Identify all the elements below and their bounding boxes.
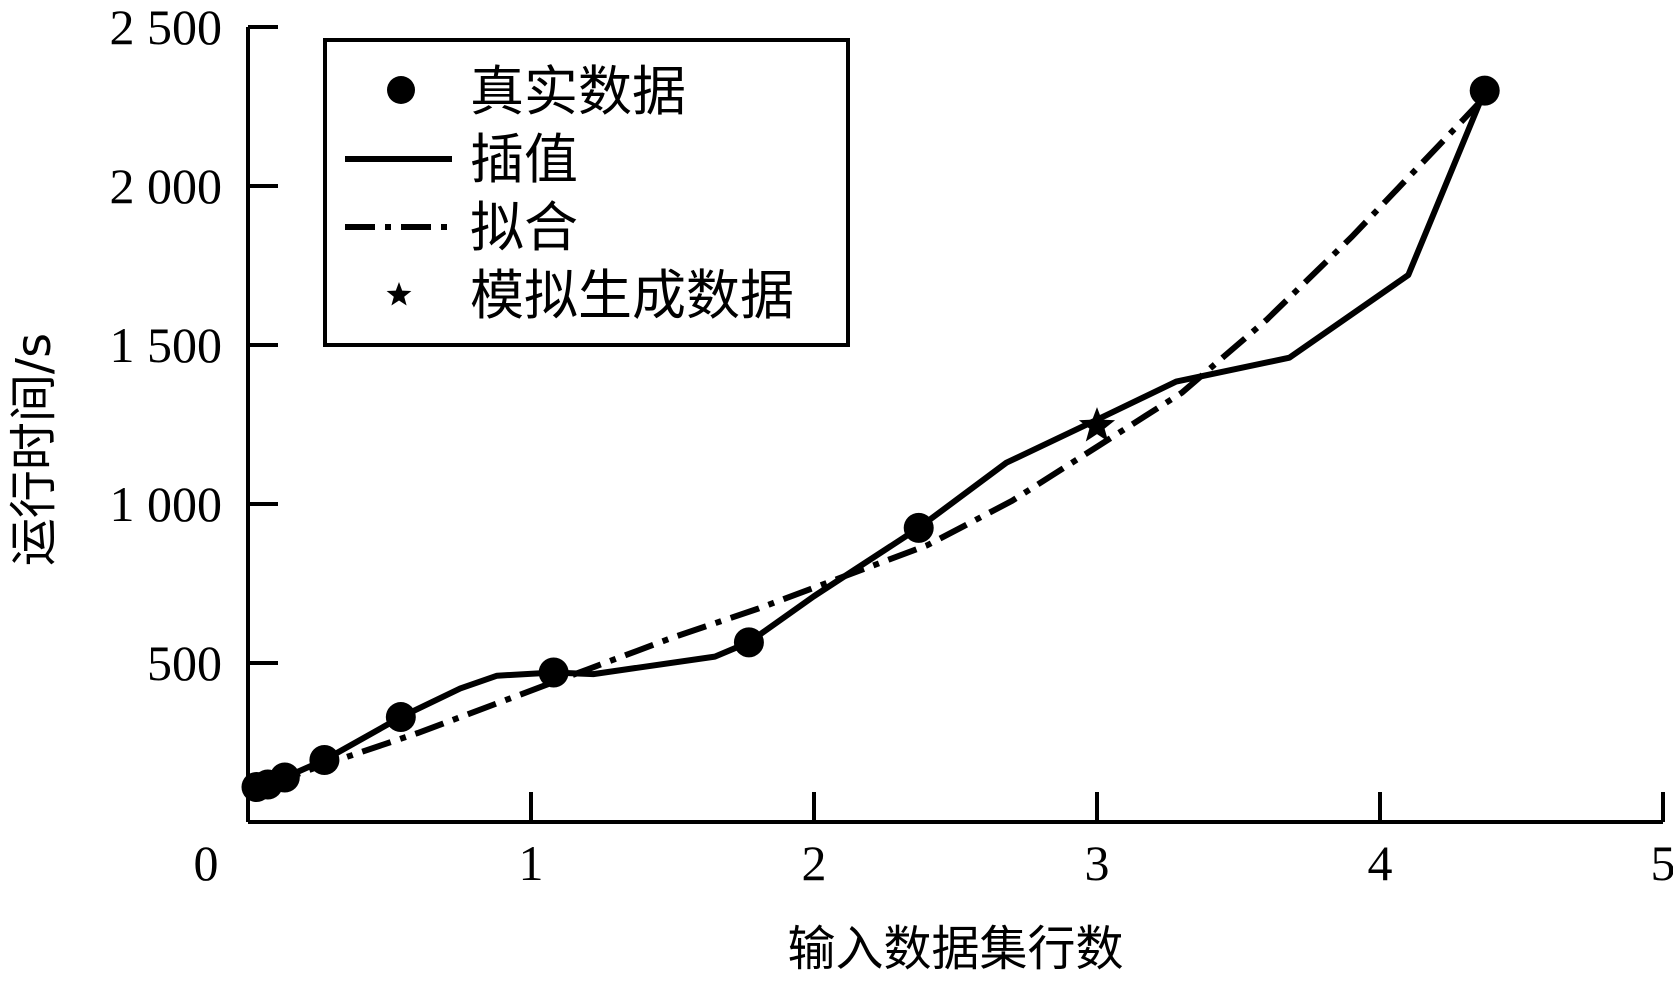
y-tick-label: 1 000	[110, 476, 223, 532]
y-ticks: 500 1 000 1 500 2 000 2 500	[110, 0, 278, 691]
legend-fit-label: 拟合	[470, 196, 578, 259]
legend-simulated-data-marker	[386, 282, 412, 306]
plot-area	[241, 75, 1500, 803]
legend-real-data-marker	[387, 76, 415, 104]
real-data-point	[903, 512, 934, 543]
real-data-point	[309, 744, 340, 775]
x-tick-label: 0	[194, 835, 219, 891]
real-data-point	[269, 762, 300, 793]
axes: 0 1 2 3 4 5 500 1 000 1 500 2 000 2 500	[110, 0, 1673, 891]
x-axis-title: 输入数据集行数	[787, 921, 1123, 977]
x-ticks: 0 1 2 3 4 5	[194, 792, 1673, 891]
y-tick-label: 2 500	[110, 0, 223, 55]
legend-interpolation-label: 插值	[470, 128, 578, 191]
x-tick-label: 4	[1368, 835, 1393, 891]
real-data-point	[733, 627, 764, 658]
real-data-point	[538, 657, 569, 688]
y-axis-title: 运行时间/s	[6, 333, 62, 566]
simulated-data-point	[1078, 407, 1116, 442]
legend: 真实数据 插值 拟合 模拟生成数据	[323, 38, 850, 347]
legend-real-data-label: 真实数据	[470, 60, 686, 123]
x-tick-label: 1	[519, 835, 544, 891]
x-tick-label: 2	[802, 835, 827, 891]
real-data-point	[1469, 75, 1500, 106]
y-tick-label: 500	[147, 635, 222, 691]
real-data-points	[241, 75, 1500, 803]
y-tick-label: 1 500	[110, 317, 223, 373]
x-tick-label: 3	[1085, 835, 1110, 891]
x-tick-label: 5	[1651, 835, 1673, 891]
simulated-data-points	[1078, 407, 1116, 442]
fit-line	[255, 94, 1487, 792]
real-data-point	[385, 702, 416, 733]
y-tick-label: 2 000	[110, 158, 223, 214]
legend-simulated-data-label: 模拟生成数据	[470, 264, 794, 327]
